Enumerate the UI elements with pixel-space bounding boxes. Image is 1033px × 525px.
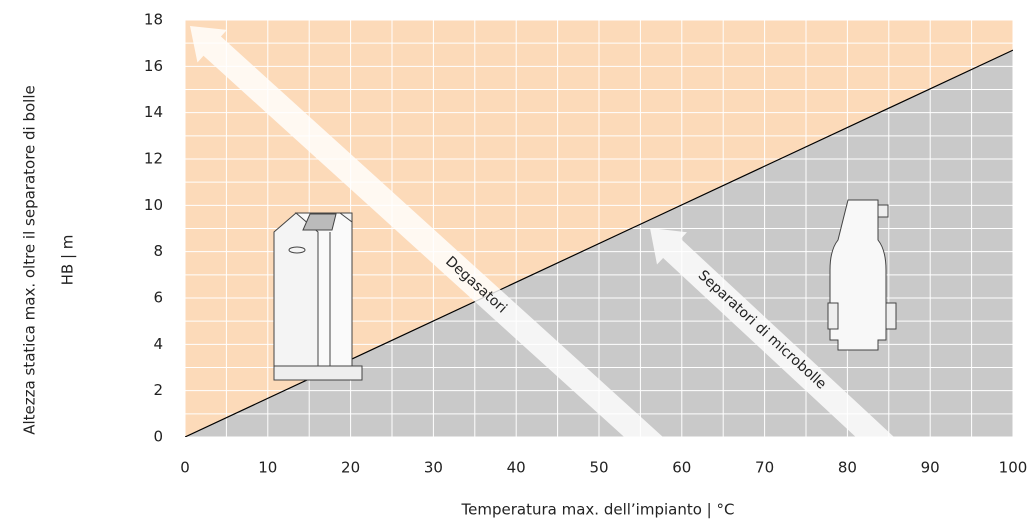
device-top [302, 213, 337, 231]
y-tick-label: 18 [144, 11, 163, 29]
separator-port [827, 302, 839, 330]
device-base [273, 365, 363, 381]
x-tick-label: 100 [999, 459, 1028, 477]
y-tick-label: 12 [144, 150, 163, 168]
x-tick-label: 20 [341, 459, 360, 477]
separator-body [829, 199, 887, 351]
y-tick-label: 10 [144, 196, 163, 214]
separator-port [885, 302, 897, 330]
x-tick-label: 90 [921, 459, 940, 477]
y-axis-unit: HB | m [59, 235, 77, 286]
y-tick-label: 6 [153, 289, 163, 307]
y-tick-label: 14 [144, 103, 163, 121]
x-tick-label: 30 [424, 459, 443, 477]
y-axis-title: Altezza statica max. oltre il separatore… [21, 85, 39, 435]
x-tick-label: 50 [589, 459, 608, 477]
y-tick-label: 4 [153, 335, 163, 353]
x-tick-label: 40 [507, 459, 526, 477]
y-tick-label: 16 [144, 57, 163, 75]
x-tick-label: 0 [180, 459, 190, 477]
y-tick-label: 0 [153, 428, 163, 446]
separator-vent [877, 204, 889, 218]
arrow [650, 228, 894, 437]
x-axis-title: Temperatura max. dell’impianto | °C [461, 501, 735, 519]
y-tick-label: 2 [153, 381, 163, 399]
device-logo [288, 246, 306, 254]
x-tick-label: 80 [838, 459, 857, 477]
x-tick-label: 60 [672, 459, 691, 477]
y-tick-label: 8 [153, 242, 163, 260]
x-tick-label: 70 [755, 459, 774, 477]
device-side [294, 212, 353, 367]
x-tick-label: 10 [258, 459, 277, 477]
arrow [190, 26, 663, 437]
